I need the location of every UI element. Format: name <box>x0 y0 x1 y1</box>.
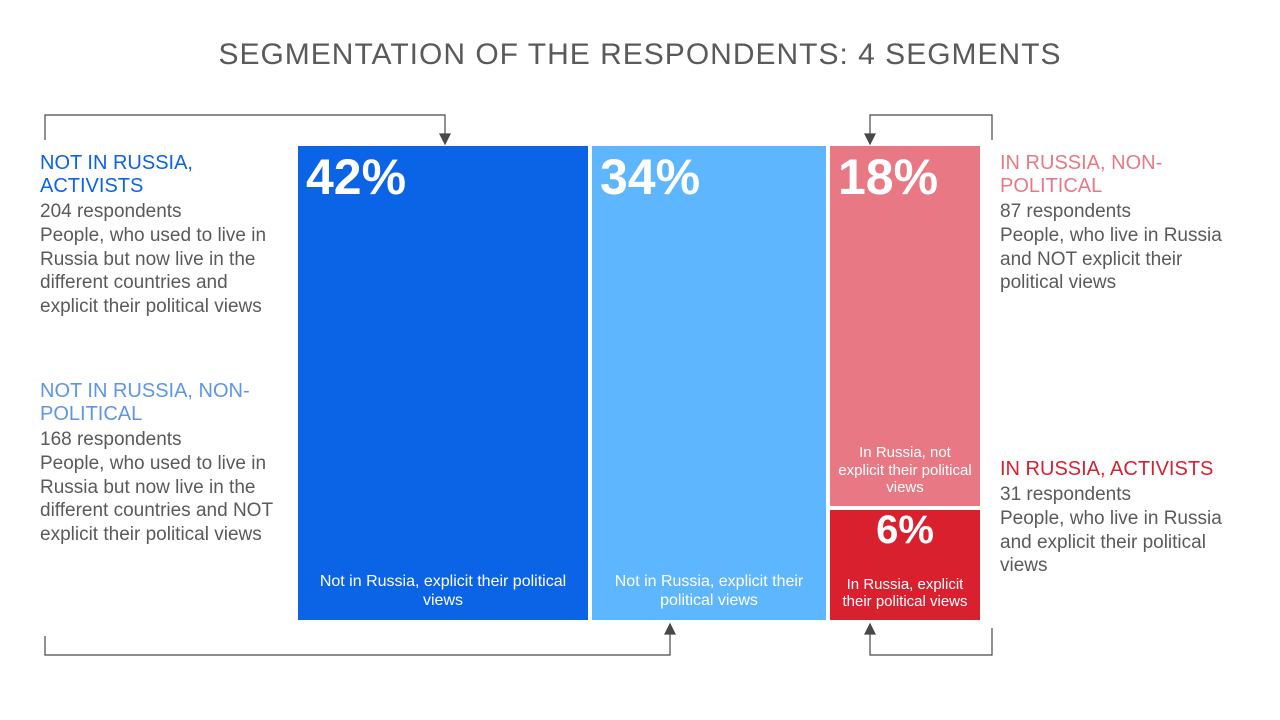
connectors <box>0 0 1280 720</box>
